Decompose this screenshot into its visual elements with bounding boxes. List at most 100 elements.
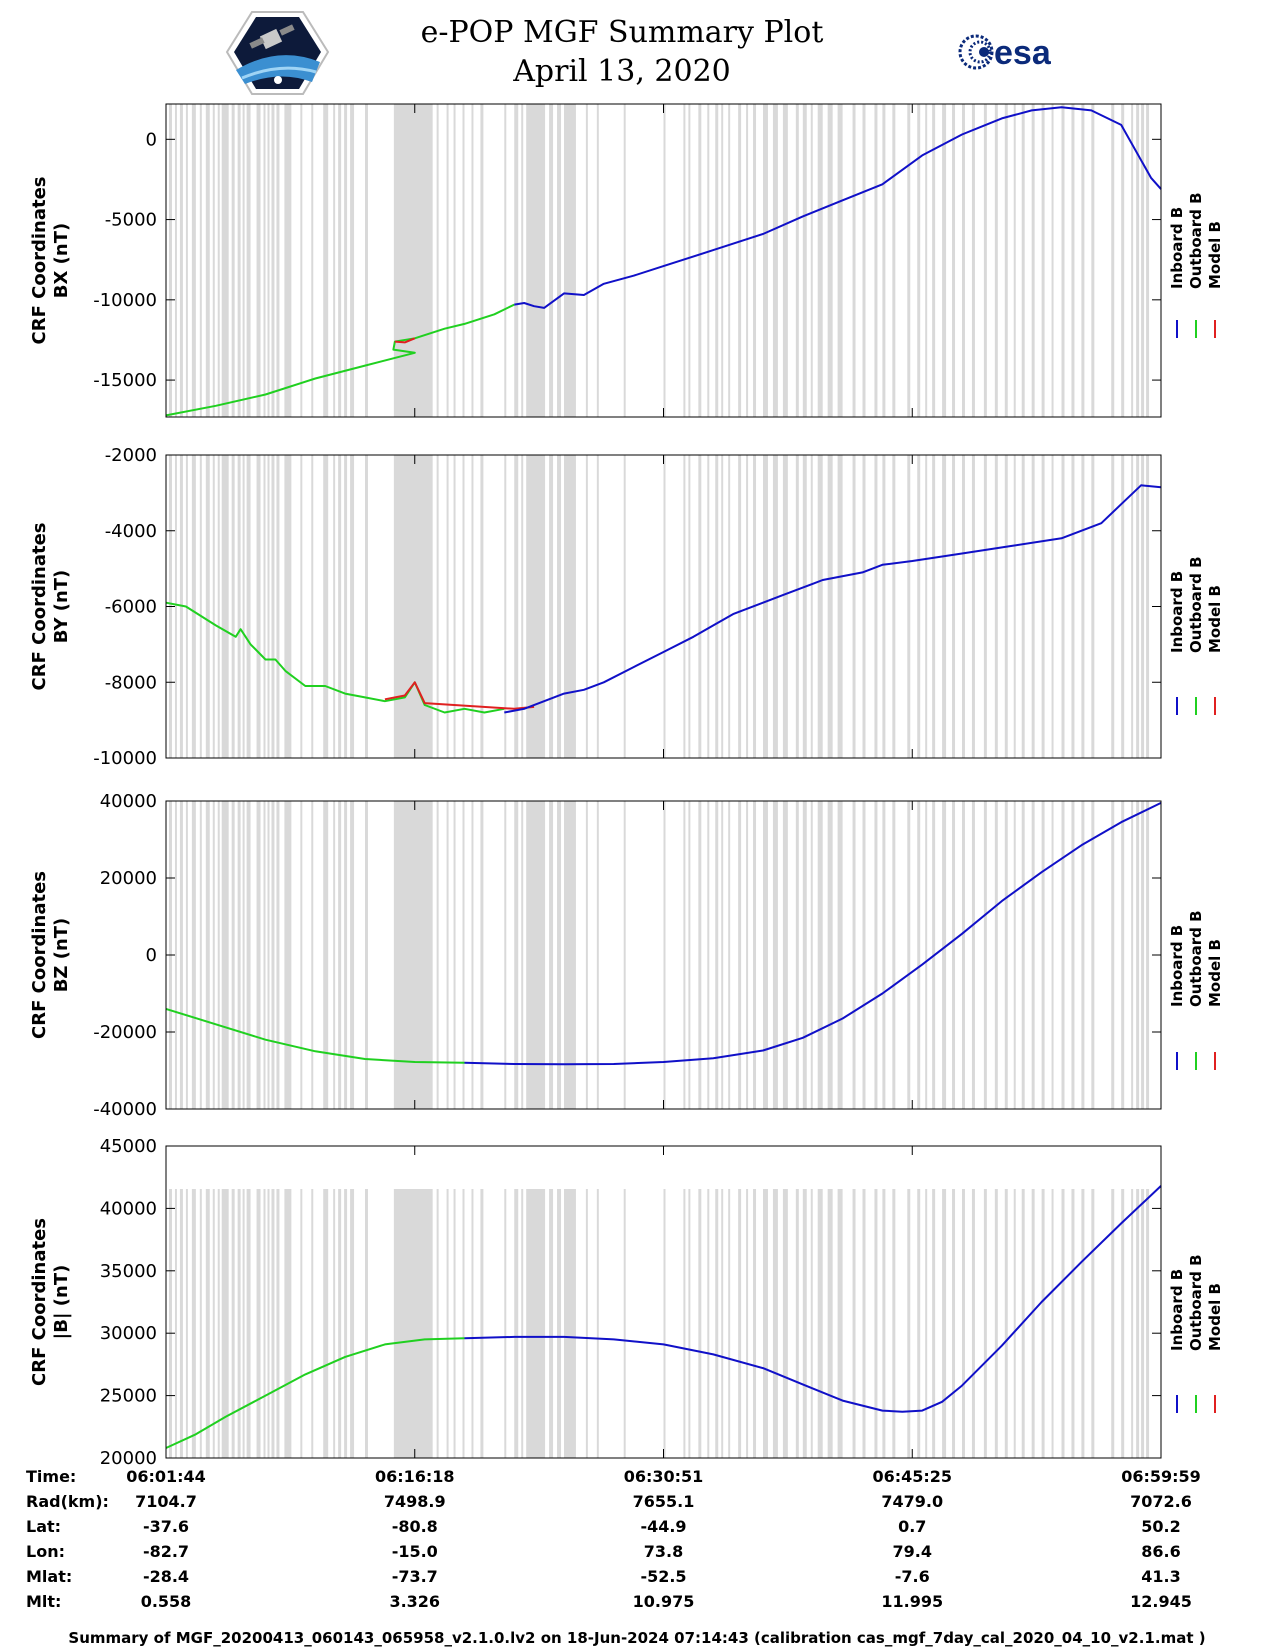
shade-band	[338, 801, 342, 1109]
y-tick-label: 20000	[100, 1448, 157, 1469]
shade-band	[199, 104, 202, 417]
info-row-label: Time:	[26, 1467, 76, 1486]
shade-band	[663, 455, 666, 758]
shade-band	[1004, 801, 1008, 1109]
shade-band	[917, 104, 921, 417]
y-tick-label: 25000	[100, 1386, 157, 1407]
shade-band	[1013, 1189, 1016, 1458]
shade-band	[436, 104, 439, 417]
shade-band	[698, 801, 702, 1109]
info-value: 06:01:44	[126, 1467, 206, 1486]
shade-band	[242, 104, 245, 417]
shade-band	[333, 1189, 336, 1458]
info-value: 12.945	[1130, 1592, 1192, 1611]
shade-band	[1111, 104, 1115, 417]
series-line-model	[394, 337, 416, 344]
shade-band	[263, 801, 266, 1109]
series-line-inboard	[464, 1185, 1162, 1413]
shade-band	[994, 801, 998, 1109]
shade-band	[1121, 1189, 1125, 1458]
shade-band	[623, 104, 626, 417]
shade-band	[526, 455, 546, 758]
shade-band	[1146, 801, 1150, 1109]
shade-band	[338, 104, 342, 417]
esa-logo-mark	[958, 34, 994, 70]
shade-band	[276, 104, 280, 417]
shade-band	[1031, 801, 1035, 1109]
series-line-inboard	[514, 106, 1162, 309]
shade-band	[242, 455, 245, 758]
shade-band	[925, 455, 928, 758]
shade-band	[817, 801, 823, 1109]
shade-band	[276, 455, 280, 758]
shade-band	[323, 104, 329, 417]
shade-band	[1121, 455, 1125, 758]
shade-band	[365, 801, 368, 1109]
shade-band	[185, 104, 188, 417]
shade-band	[1131, 801, 1134, 1109]
shade-band	[1021, 801, 1025, 1109]
shade-band	[521, 1189, 524, 1458]
shade-band	[596, 801, 599, 1109]
shade-band	[782, 104, 788, 417]
shade-band	[185, 801, 188, 1109]
shade-band	[1071, 801, 1075, 1109]
shade-band	[557, 801, 562, 1109]
shade-band	[217, 1189, 220, 1458]
shade-band	[663, 1189, 666, 1458]
shade-band	[526, 104, 546, 417]
shade-band	[191, 1189, 196, 1458]
shade-band	[715, 455, 719, 758]
shade-band	[874, 455, 878, 758]
shade-band	[802, 801, 807, 1109]
shade-band	[795, 104, 799, 417]
shade-band	[231, 1189, 235, 1458]
shade-band	[782, 1189, 788, 1458]
shade-band	[1071, 455, 1075, 758]
shade-band	[393, 455, 433, 758]
shade-band	[721, 801, 724, 1109]
shade-band	[344, 801, 348, 1109]
shade-band	[549, 1189, 554, 1458]
shade-band	[462, 104, 465, 417]
shade-band	[1081, 104, 1085, 417]
shade-band	[480, 1189, 484, 1458]
shade-band	[1121, 801, 1125, 1109]
esa-logo: esa	[958, 34, 1052, 72]
shade-band	[688, 455, 691, 758]
shade-band	[1141, 801, 1145, 1109]
y-axis-label-line2: BY (nT)	[51, 570, 72, 644]
shade-band	[837, 455, 843, 758]
info-value: 06:16:18	[375, 1467, 455, 1486]
shade-band	[221, 104, 229, 417]
shade-band	[1004, 104, 1008, 417]
shade-band	[707, 801, 710, 1109]
shade-band	[504, 455, 507, 758]
shade-band	[971, 104, 975, 417]
shade-band	[1013, 104, 1016, 417]
shade-band	[942, 455, 947, 758]
y-tick-label: 30000	[100, 1323, 157, 1344]
y-axis-label: CRF CoordinatesBY (nT)	[29, 523, 72, 691]
shade-band	[962, 104, 965, 417]
info-value: 11.995	[881, 1592, 943, 1611]
shade-band	[267, 455, 270, 758]
y-tick-label: -10000	[93, 748, 157, 769]
shade-band	[1081, 455, 1085, 758]
shade-band	[623, 1189, 626, 1458]
shade-band	[892, 1189, 896, 1458]
shade-band	[596, 104, 599, 417]
series-line-model	[384, 681, 535, 710]
shade-band	[1091, 104, 1095, 417]
shade-band	[1111, 801, 1115, 1109]
shade-band	[817, 455, 823, 758]
shade-band	[1051, 455, 1054, 758]
shade-band	[564, 455, 576, 758]
shade-band	[715, 801, 719, 1109]
data-gap-shading	[168, 801, 1150, 1109]
shade-band	[526, 1189, 546, 1458]
shade-band	[810, 1189, 813, 1458]
shade-band	[526, 801, 546, 1109]
shade-band	[246, 104, 251, 417]
